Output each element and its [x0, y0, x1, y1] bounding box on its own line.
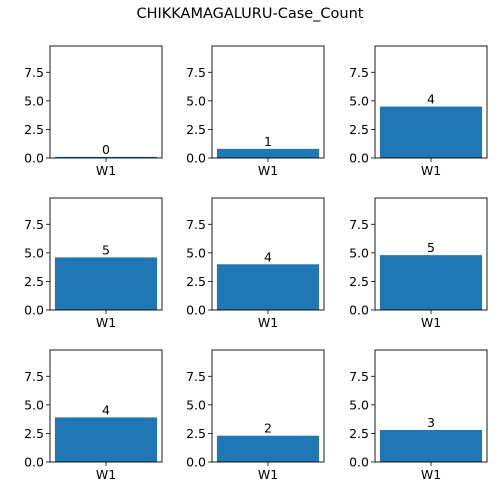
axes-frame	[211, 349, 325, 463]
subplot-3: 4 W1 0.0 2.5 5.0 7.5	[349, 45, 488, 178]
y-tick-label: 7.5	[349, 65, 369, 80]
y-tick-label: 5.0	[186, 245, 206, 260]
data-label: 0	[102, 142, 110, 157]
y-tick-label: 0.0	[24, 151, 44, 166]
bar	[54, 156, 158, 158]
axes-frame	[374, 197, 488, 311]
bar	[216, 264, 320, 310]
data-label: 2	[264, 421, 272, 436]
data-label: 5	[427, 240, 435, 255]
y-tick-label: 2.5	[186, 426, 206, 441]
x-tick-label: W1	[421, 315, 441, 330]
x-tick-label: W1	[258, 163, 278, 178]
y-tick-label: 0.0	[349, 303, 369, 318]
axes-frame	[49, 197, 163, 311]
y-tick-label: 5.0	[186, 93, 206, 108]
x-tick-label: W1	[96, 163, 116, 178]
y-tick-label: 7.5	[186, 65, 206, 80]
bar	[379, 106, 483, 158]
axes-frame	[49, 349, 163, 463]
data-label: 3	[427, 415, 435, 430]
bar	[54, 417, 158, 462]
y-tick-label: 5.0	[24, 245, 44, 260]
axes-frame	[49, 45, 163, 159]
subplot-4: 5 W1 0.0 2.5 5.0 7.5	[24, 197, 163, 330]
data-label: 4	[102, 402, 110, 417]
axes-frame	[374, 349, 488, 463]
y-tick-label: 0.0	[349, 455, 369, 470]
y-tick-label: 2.5	[349, 122, 369, 137]
subplot-7: 4 W1 0.0 2.5 5.0 7.5	[24, 349, 163, 482]
y-tick-label: 5.0	[349, 397, 369, 412]
y-tick-label: 2.5	[24, 122, 44, 137]
x-tick-label: W1	[258, 467, 278, 482]
y-tick-label: 0.0	[24, 303, 44, 318]
axes-frame	[374, 45, 488, 159]
data-label: 1	[264, 134, 272, 149]
y-tick-label: 0.0	[186, 303, 206, 318]
bar	[216, 435, 320, 462]
data-label: 4	[427, 92, 435, 107]
y-tick-label: 5.0	[24, 93, 44, 108]
chart-title: CHIKKAMAGALURU-Case_Count	[136, 6, 364, 22]
axes-frame	[211, 45, 325, 159]
subplot-1: 0 W1 0.0 2.5 5.0 7.5	[24, 45, 163, 178]
subplot-9: 3 W1 0.0 2.5 5.0 7.5	[349, 349, 488, 482]
y-tick-label: 0.0	[24, 455, 44, 470]
x-tick-label: W1	[96, 467, 116, 482]
y-tick-label: 0.0	[349, 151, 369, 166]
y-tick-label: 0.0	[186, 151, 206, 166]
subplot-8: 2 W1 0.0 2.5 5.0 7.5	[186, 349, 325, 482]
y-tick-label: 7.5	[24, 217, 44, 232]
bar	[379, 430, 483, 462]
bar	[379, 255, 483, 310]
y-tick-label: 5.0	[24, 397, 44, 412]
x-tick-label: W1	[421, 163, 441, 178]
axes-frame	[211, 197, 325, 311]
y-tick-label: 7.5	[186, 369, 206, 384]
y-tick-label: 5.0	[186, 397, 206, 412]
y-tick-label: 7.5	[349, 369, 369, 384]
bar	[54, 257, 158, 310]
data-label: 5	[102, 242, 110, 257]
x-tick-label: W1	[258, 315, 278, 330]
x-tick-label: W1	[96, 315, 116, 330]
y-tick-label: 7.5	[186, 217, 206, 232]
y-tick-label: 2.5	[24, 274, 44, 289]
y-tick-label: 2.5	[349, 426, 369, 441]
y-tick-label: 2.5	[349, 274, 369, 289]
y-tick-label: 2.5	[24, 426, 44, 441]
subplot-6: 5 W1 0.0 2.5 5.0 7.5	[349, 197, 488, 330]
y-tick-label: 5.0	[349, 245, 369, 260]
y-tick-label: 7.5	[24, 369, 44, 384]
y-tick-label: 0.0	[186, 455, 206, 470]
y-tick-label: 5.0	[349, 93, 369, 108]
x-tick-label: W1	[421, 467, 441, 482]
data-label: 4	[264, 249, 272, 264]
bar	[216, 148, 320, 158]
subplot-5: 4 W1 0.0 2.5 5.0 7.5	[186, 197, 325, 330]
y-tick-label: 7.5	[349, 217, 369, 232]
y-tick-label: 2.5	[186, 122, 206, 137]
y-tick-label: 7.5	[24, 65, 44, 80]
y-tick-label: 2.5	[186, 274, 206, 289]
subplot-2: 1 W1 0.0 2.5 5.0 7.5	[186, 45, 325, 178]
